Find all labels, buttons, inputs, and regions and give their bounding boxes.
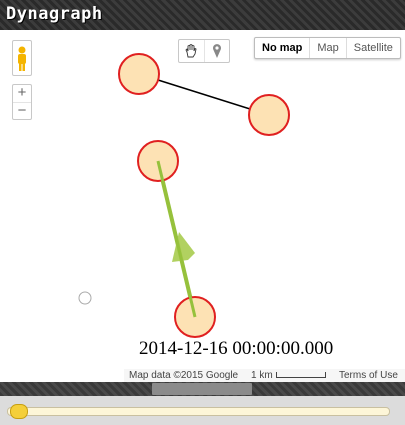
graph-overlay[interactable] bbox=[0, 0, 405, 382]
edge-n1-n2 bbox=[138, 73, 270, 116]
marker-pin-icon[interactable] bbox=[205, 40, 230, 62]
app-title: Dynagraph bbox=[6, 4, 103, 24]
street-view-pegman-icon[interactable] bbox=[12, 40, 32, 76]
timeline-bar bbox=[0, 396, 405, 425]
terms-of-use-link[interactable]: Terms of Use bbox=[339, 370, 398, 381]
zoom-in-button[interactable]: + bbox=[13, 85, 31, 103]
scale-label: 1 km bbox=[251, 370, 273, 381]
map-data-credit: Map data ©2015 Google bbox=[129, 370, 239, 381]
map-type-no-map[interactable]: No map bbox=[262, 42, 303, 54]
timeline-slider-track[interactable] bbox=[7, 407, 390, 416]
scale-bar bbox=[276, 372, 326, 378]
drawing-tools bbox=[178, 39, 230, 63]
map-type-satellite[interactable]: Satellite bbox=[345, 38, 400, 58]
map-type-selector: No map Map Satellite bbox=[254, 37, 401, 59]
zoom-control: + − bbox=[12, 84, 32, 120]
timeline-slider-handle[interactable] bbox=[10, 404, 28, 419]
scrollbar-thumb[interactable] bbox=[152, 383, 252, 395]
graph-node-n1[interactable] bbox=[118, 53, 160, 95]
map-type-map[interactable]: Map bbox=[309, 38, 345, 58]
horizontal-scrollbar[interactable] bbox=[0, 382, 405, 396]
zoom-out-button[interactable]: − bbox=[17, 102, 27, 119]
loading-indicator-icon bbox=[78, 291, 92, 305]
edge-n4-n3-overlay bbox=[156, 160, 197, 318]
hand-pan-icon[interactable] bbox=[179, 40, 205, 62]
timestamp-label: 2014-12-16 00:00:00.000 bbox=[139, 338, 334, 359]
title-bar: Dynagraph bbox=[0, 0, 405, 30]
graph-node-n2[interactable] bbox=[248, 94, 290, 136]
map-attribution: Map data ©2015 Google 1 km Terms of Use bbox=[124, 369, 405, 382]
